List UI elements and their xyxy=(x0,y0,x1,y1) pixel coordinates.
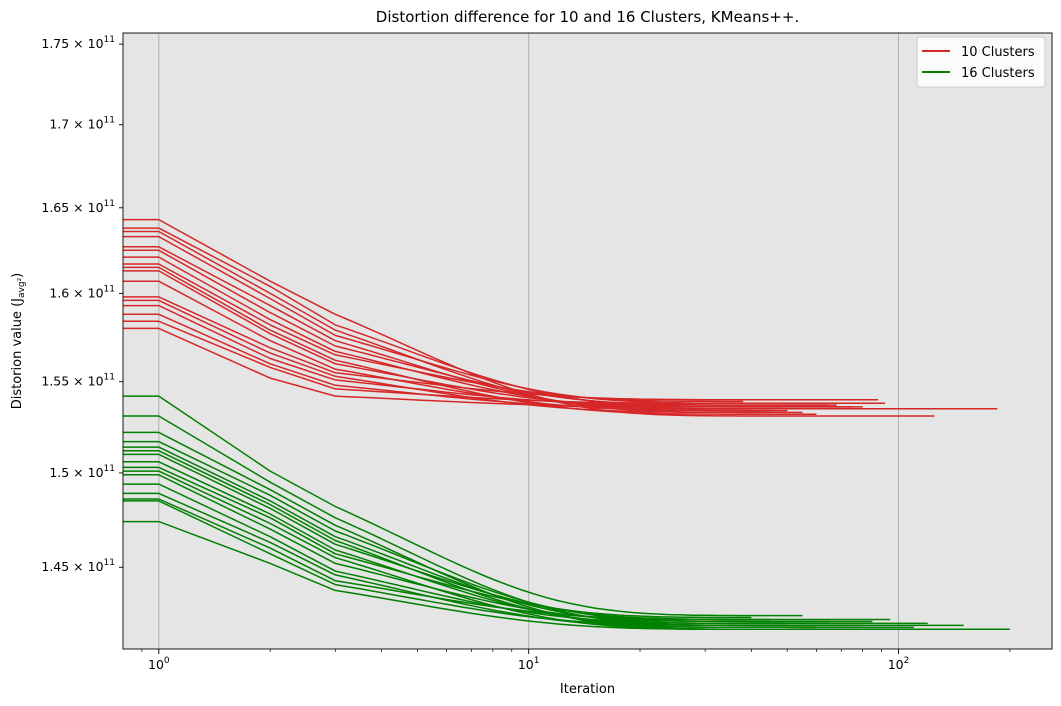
y-axis-title-main: Distorion value (J xyxy=(10,298,25,409)
y-tick-label: 1.75 × 1011 xyxy=(41,35,115,51)
x-tick-label: 102 xyxy=(888,656,910,672)
series-group-16-clusters xyxy=(123,395,1010,631)
grid-lines xyxy=(158,33,900,649)
series-line xyxy=(123,313,914,410)
series-line xyxy=(123,466,752,619)
y-axis-title-end: ) xyxy=(10,273,25,278)
series-line xyxy=(123,263,744,403)
y-tick-label: 1.45 × 1011 xyxy=(41,558,115,574)
y-tick-label: 1.5 × 1011 xyxy=(49,464,115,480)
series-lines xyxy=(123,218,1010,631)
x-tick-label: 101 xyxy=(518,656,540,672)
x-axis-title: Iteration xyxy=(560,682,615,697)
series-line xyxy=(123,280,788,412)
legend: 10 Clusters 16 Clusters xyxy=(916,36,1046,88)
y-tick-label: 1.6 × 1011 xyxy=(49,284,115,300)
series-line xyxy=(123,320,811,405)
y-tick-label: 1.55 × 1011 xyxy=(41,373,115,389)
y-axis-title: Distorion value (Javg²) xyxy=(10,273,27,410)
series-line xyxy=(123,327,782,408)
axes: 100 101 102 1.45 × 1011 1.5 × 1011 1.55 × 101… xyxy=(41,35,1011,672)
series-line xyxy=(123,453,891,621)
legend-box xyxy=(916,36,1046,88)
series-group-10-clusters xyxy=(123,218,998,417)
legend-label-10-clusters: 10 Clusters xyxy=(961,45,1035,60)
series-line xyxy=(123,483,788,625)
y-tick-label: 1.65 × 1011 xyxy=(41,199,115,215)
series-line xyxy=(123,492,914,629)
plot-frame xyxy=(122,32,1053,650)
series-line xyxy=(123,520,882,631)
series-line xyxy=(123,296,878,401)
y-axis-title-subscript: avg² xyxy=(17,277,27,298)
series-line xyxy=(123,500,863,627)
series-line xyxy=(123,395,803,617)
legend-label-16-clusters: 16 Clusters xyxy=(961,66,1035,81)
plot-area xyxy=(123,33,1052,649)
y-tick-label: 1.7 × 1011 xyxy=(49,116,115,132)
x-tick-label: 100 xyxy=(148,656,170,672)
chart-title: Distortion difference for 10 and 16 Clus… xyxy=(376,8,799,26)
series-line xyxy=(123,498,771,621)
